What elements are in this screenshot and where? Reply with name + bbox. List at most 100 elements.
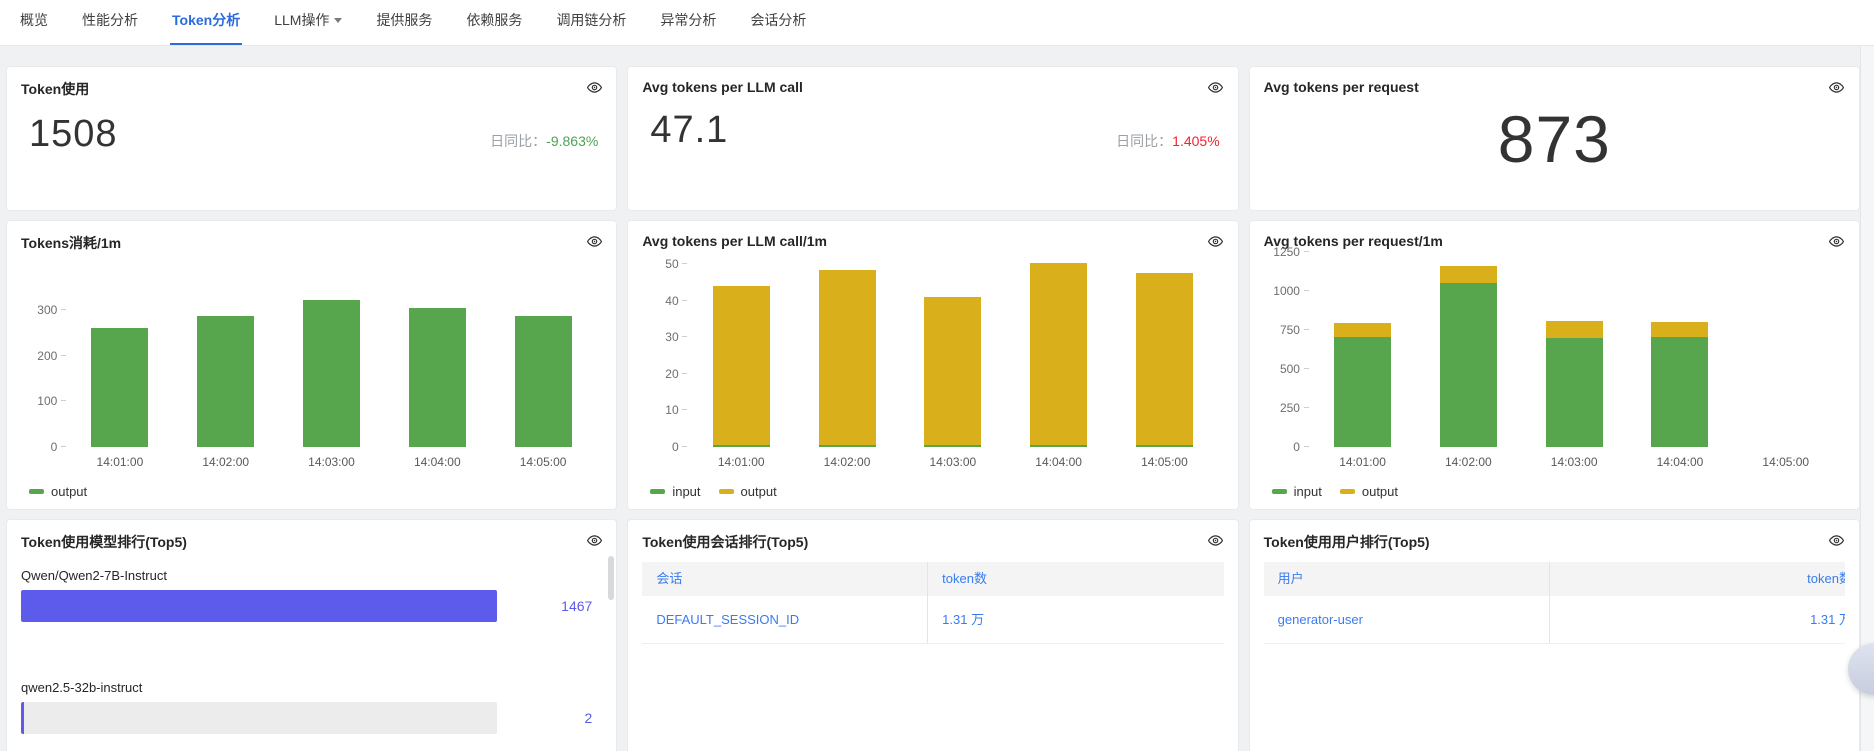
tab-Token分析[interactable]: Token分析 bbox=[170, 0, 243, 45]
y-axis-tick: 30 bbox=[665, 330, 679, 345]
legend-item-input[interactable]: input bbox=[1271, 484, 1322, 499]
legend-marker bbox=[29, 489, 44, 494]
legend-item-output[interactable]: output bbox=[1339, 484, 1398, 499]
tab-性能分析[interactable]: 性能分析 bbox=[82, 12, 138, 28]
bar-input-14:05:00[interactable] bbox=[1135, 445, 1193, 447]
token-count-value[interactable]: 1.31 万 bbox=[942, 612, 985, 627]
y-axis-tick: 10 bbox=[665, 403, 679, 418]
bar-output-14:05:00[interactable] bbox=[1135, 273, 1193, 446]
x-axis-tick: 14:03:00 bbox=[308, 455, 355, 469]
legend-marker bbox=[718, 489, 734, 494]
eye-icon[interactable] bbox=[1827, 231, 1847, 251]
y-axis-tick: 1000 bbox=[1273, 283, 1300, 298]
user-rank-table: 用户 token数 generator-user 1.31 万 bbox=[1263, 562, 1845, 644]
rank-value: 2 bbox=[584, 710, 593, 726]
column-header-user[interactable]: 用户 bbox=[1277, 571, 1304, 586]
bar-output-14:02:00[interactable] bbox=[1439, 265, 1497, 284]
stat-value: 873 bbox=[1497, 102, 1611, 176]
day-over-day-value: 1.405% bbox=[1172, 133, 1220, 149]
bar-output-14:01:00[interactable] bbox=[1334, 322, 1392, 337]
bar-output-14:01:00[interactable] bbox=[712, 286, 770, 446]
rank-bar-fill bbox=[21, 590, 497, 622]
user-link[interactable]: generator-user bbox=[1277, 612, 1363, 627]
tab-依赖服务[interactable]: 依赖服务 bbox=[466, 12, 523, 28]
panel-title: Token使用会话排行(Top5) bbox=[642, 534, 809, 550]
bar-output-14:04:00[interactable] bbox=[1030, 262, 1088, 446]
bar-chart[interactable]: 0 10 20 30 40 50 14:01:00 14:02:00 14:03:00 14:04… bbox=[642, 257, 1225, 501]
x-axis-tick: 14:02:00 bbox=[823, 455, 871, 469]
chart-legend: input output bbox=[1271, 484, 1398, 499]
y-axis-tick: 200 bbox=[37, 348, 58, 363]
bar-input-14:01:00[interactable] bbox=[1334, 336, 1392, 447]
bar-input-14:04:00[interactable] bbox=[1651, 336, 1709, 447]
bar-output-14:04:00[interactable] bbox=[1651, 321, 1709, 337]
day-over-day-value: -9.863% bbox=[546, 133, 599, 149]
bar-input-14:03:00[interactable] bbox=[1545, 337, 1603, 447]
session-link[interactable]: DEFAULT_SESSION_ID bbox=[656, 612, 800, 627]
x-axis-tick: 14:02:00 bbox=[202, 455, 250, 469]
bar-chart[interactable]: 0 100 200 300 14:01:00 14:02:00 14:03:00 14:04:… bbox=[21, 261, 604, 501]
panel-scrollbar-thumb[interactable] bbox=[608, 556, 615, 600]
bar-input-14:02:00[interactable] bbox=[1439, 283, 1497, 447]
eye-icon[interactable] bbox=[1206, 231, 1226, 251]
y-axis-tick: 0 bbox=[50, 440, 58, 454]
chevron-down-icon bbox=[334, 18, 343, 23]
bar-input-14:03:00[interactable] bbox=[924, 445, 982, 447]
bar-output-14:02:00[interactable] bbox=[818, 269, 876, 446]
eye-icon[interactable] bbox=[1206, 77, 1226, 97]
y-axis-tick: 300 bbox=[37, 303, 58, 318]
session-rank-table: 会话 token数 DEFAULT_SESSION_ID 1.31 万 bbox=[642, 562, 1224, 644]
y-axis-tick: 40 bbox=[665, 293, 679, 308]
legend-item-output[interactable]: output bbox=[29, 484, 87, 499]
tab-概览[interactable]: 概览 bbox=[20, 12, 48, 28]
tab-LLM操作[interactable]: LLM操作 bbox=[272, 0, 344, 45]
bar-input-14:01:00[interactable] bbox=[712, 445, 770, 447]
bar-chart[interactable]: 0 250 500 750 1000 1250 14:01:00 14:02:00 14:03:… bbox=[1264, 245, 1847, 501]
panel-title: Tokens消耗/1m bbox=[21, 235, 122, 251]
y-axis-tick: 500 bbox=[1279, 361, 1300, 376]
eye-icon[interactable] bbox=[1827, 530, 1847, 550]
x-axis-tick: 14:05:00 bbox=[1141, 455, 1188, 469]
table-row: generator-user 1.31 万 bbox=[1263, 596, 1845, 644]
y-axis-tick: 50 bbox=[665, 257, 679, 272]
panel-title: Token使用 bbox=[21, 81, 90, 97]
column-header-token-count[interactable]: token数 bbox=[1807, 571, 1845, 586]
chart-card-tokens-consumption: Tokens消耗/1m 0 100 200 300 14:01:00 14:02:00 14… bbox=[6, 220, 618, 510]
eye-icon[interactable] bbox=[584, 77, 604, 97]
y-axis-tick: 750 bbox=[1279, 322, 1300, 337]
legend-item-input[interactable]: input bbox=[650, 484, 701, 499]
token-count-value[interactable]: 1.31 万 bbox=[1810, 612, 1845, 627]
bar-output-14:01:00[interactable] bbox=[91, 327, 149, 447]
eye-icon[interactable] bbox=[584, 231, 604, 251]
x-axis-tick: 14:02:00 bbox=[1444, 455, 1492, 469]
stat-value: 1508 bbox=[29, 113, 118, 155]
bar-output-14:04:00[interactable] bbox=[408, 308, 466, 447]
column-header-session[interactable]: 会话 bbox=[656, 571, 683, 586]
dashboard-grid: Token使用 1508 日同比：-9.863% Avg tokens per … bbox=[6, 66, 1860, 751]
chart-legend: input output bbox=[650, 484, 777, 499]
rank-item: qwen2.5-32b-instruct 2 bbox=[21, 680, 602, 734]
column-header-token-count[interactable]: token数 bbox=[942, 571, 987, 586]
tab-调用链分析[interactable]: 调用链分析 bbox=[556, 12, 627, 28]
eye-icon[interactable] bbox=[1827, 77, 1847, 97]
bar-output-14:03:00[interactable] bbox=[924, 297, 982, 446]
page-scrollbar-gutter[interactable] bbox=[1860, 46, 1874, 751]
top-tabbar: 概览 性能分析 Token分析 LLM操作 提供服务 依赖服务 调用链分析 异常分析 会话分析 bbox=[0, 0, 1874, 46]
bar-input-14:02:00[interactable] bbox=[818, 445, 876, 447]
bar-output-14:02:00[interactable] bbox=[197, 315, 255, 447]
bar-output-14:03:00[interactable] bbox=[1545, 321, 1603, 338]
tab-异常分析[interactable]: 异常分析 bbox=[660, 12, 717, 28]
eye-icon[interactable] bbox=[584, 530, 604, 550]
bar-input-14:04:00[interactable] bbox=[1030, 445, 1088, 447]
tab-会话分析[interactable]: 会话分析 bbox=[750, 12, 807, 28]
eye-icon[interactable] bbox=[1206, 530, 1226, 550]
bar-output-14:03:00[interactable] bbox=[303, 299, 360, 447]
legend-item-output[interactable]: output bbox=[718, 484, 777, 499]
panel-title: Avg tokens per LLM call bbox=[642, 79, 803, 95]
y-axis-tick: 20 bbox=[665, 366, 679, 381]
bar-output-14:05:00[interactable] bbox=[514, 315, 572, 447]
x-axis-tick: 14:04:00 bbox=[1035, 455, 1082, 469]
tab-提供服务[interactable]: 提供服务 bbox=[376, 12, 433, 28]
y-axis-tick: 100 bbox=[37, 394, 58, 409]
x-axis-tick: 14:05:00 bbox=[1762, 455, 1810, 469]
